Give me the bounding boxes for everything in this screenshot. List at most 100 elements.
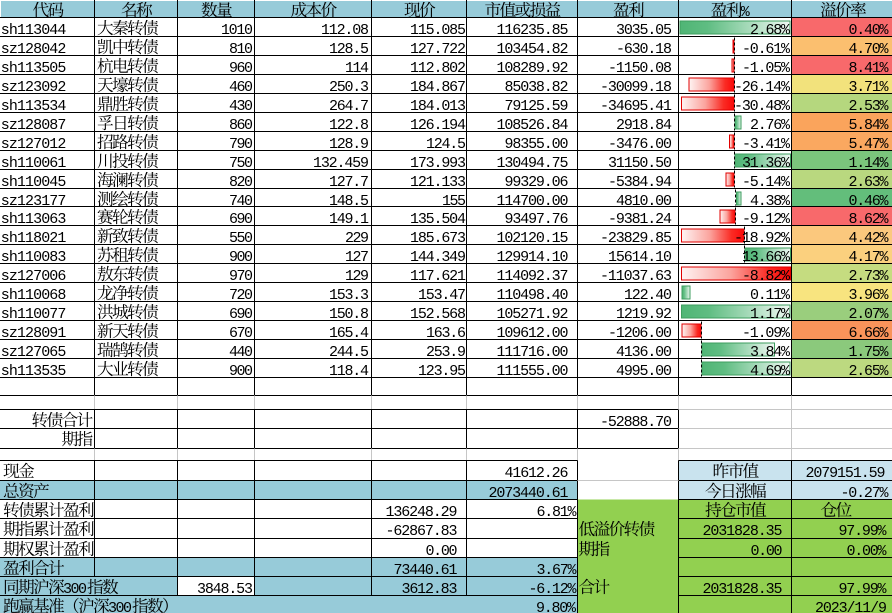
svg-text:740: 740 [229, 193, 253, 210]
svg-text:103454.82: 103454.82 [497, 41, 569, 58]
svg-text:790: 790 [229, 136, 253, 153]
svg-text:300: 300 [108, 600, 132, 613]
svg-text:0.40%: 0.40% [849, 22, 890, 39]
svg-text:2023/11/9: 2023/11/9 [815, 600, 887, 613]
svg-text:4136.00: 4136.00 [616, 344, 672, 361]
svg-text:sh113534: sh113534 [1, 98, 67, 115]
svg-text:2031828.35: 2031828.35 [703, 523, 783, 540]
svg-text:116235.85: 116235.85 [497, 22, 569, 39]
svg-text:-5.14%: -5.14% [742, 174, 791, 191]
svg-text:153.3: 153.3 [329, 287, 369, 304]
svg-text:128.5: 128.5 [329, 41, 369, 58]
svg-text:-9.12%: -9.12% [742, 211, 791, 228]
svg-text:820: 820 [229, 174, 253, 191]
svg-text:-3476.00: -3476.00 [608, 136, 672, 153]
svg-text:97.99%: 97.99% [839, 523, 888, 540]
svg-text:2.07%: 2.07% [849, 306, 890, 323]
svg-text:117.621: 117.621 [410, 268, 466, 285]
svg-text:8.41%: 8.41% [849, 60, 890, 77]
svg-text:-52888.70: -52888.70 [600, 414, 672, 431]
svg-text:3.96%: 3.96% [849, 287, 890, 304]
svg-text:244.5: 244.5 [329, 344, 369, 361]
svg-text:136248.29: 136248.29 [386, 504, 458, 521]
svg-text:sz128042: sz128042 [1, 41, 67, 58]
svg-text:0.00: 0.00 [426, 543, 458, 560]
svg-text:127.7: 127.7 [329, 174, 369, 191]
svg-text:115.085: 115.085 [410, 22, 466, 39]
svg-text:4.42%: 4.42% [849, 230, 890, 247]
svg-text:5.47%: 5.47% [849, 136, 890, 153]
svg-text:-8.82%: -8.82% [742, 268, 791, 285]
svg-text:-6.12%: -6.12% [529, 581, 578, 598]
svg-text:-30099.18: -30099.18 [600, 79, 672, 96]
svg-text:123.95: 123.95 [418, 363, 466, 380]
svg-text:690: 690 [229, 306, 253, 323]
svg-text:sh113505: sh113505 [1, 60, 67, 77]
svg-text:-5384.94: -5384.94 [608, 174, 672, 191]
svg-text:1.75%: 1.75% [849, 344, 890, 361]
svg-text:3612.83: 3612.83 [402, 581, 458, 598]
svg-text:2.73%: 2.73% [849, 268, 890, 285]
svg-text:128.9: 128.9 [329, 136, 369, 153]
svg-text:15614.10: 15614.10 [608, 249, 672, 266]
svg-text:sh118021: sh118021 [1, 230, 67, 247]
svg-text:114: 114 [345, 60, 369, 77]
svg-text:173.993: 173.993 [410, 155, 466, 172]
svg-text:97.99%: 97.99% [839, 581, 888, 598]
svg-text:sh113044: sh113044 [1, 22, 67, 39]
svg-text:3.84%: 3.84% [750, 344, 791, 361]
svg-text:1.17%: 1.17% [750, 306, 791, 323]
svg-text:-0.61%: -0.61% [742, 41, 791, 58]
svg-text:-1.05%: -1.05% [742, 60, 791, 77]
svg-text:126.194: 126.194 [410, 117, 466, 134]
svg-text:sh110068: sh110068 [1, 287, 67, 304]
svg-text:4.70%: 4.70% [849, 41, 890, 58]
svg-text:sz123092: sz123092 [1, 79, 67, 96]
svg-text:4.38%: 4.38% [750, 193, 791, 210]
svg-text:2.76%: 2.76% [750, 117, 791, 134]
svg-text:105271.92: 105271.92 [497, 306, 569, 323]
svg-text:41612.26: 41612.26 [505, 465, 569, 482]
svg-text:153.47: 153.47 [418, 287, 466, 304]
svg-text:sz127012: sz127012 [1, 136, 67, 153]
svg-text:sz128091: sz128091 [1, 325, 67, 342]
svg-text:114700.00: 114700.00 [497, 193, 569, 210]
svg-text:-18.92%: -18.92% [734, 230, 791, 247]
svg-text:121.133: 121.133 [410, 174, 466, 191]
svg-text:0.11%: 0.11% [750, 287, 791, 304]
svg-text:900: 900 [229, 363, 253, 380]
svg-text:0.46%: 0.46% [849, 193, 890, 210]
svg-text:79125.59: 79125.59 [505, 98, 569, 115]
svg-text:229: 229 [345, 230, 369, 247]
svg-text:0.00%: 0.00% [847, 543, 888, 560]
svg-text:4.17%: 4.17% [849, 249, 890, 266]
svg-text:129: 129 [345, 268, 369, 285]
svg-text:2073440.61: 2073440.61 [489, 485, 569, 502]
svg-text:sz127006: sz127006 [1, 268, 67, 285]
svg-text:440: 440 [229, 344, 253, 361]
svg-text:690: 690 [229, 211, 253, 228]
svg-text:2.53%: 2.53% [849, 98, 890, 115]
svg-text:111716.00: 111716.00 [497, 344, 569, 361]
svg-text:5.84%: 5.84% [849, 117, 890, 134]
svg-text:3848.53: 3848.53 [197, 581, 253, 598]
svg-text:150.8: 150.8 [329, 306, 369, 323]
svg-text:112.802: 112.802 [410, 60, 466, 77]
svg-text:-26.14%: -26.14% [734, 79, 791, 96]
svg-text:sh113535: sh113535 [1, 363, 67, 380]
svg-text:93497.76: 93497.76 [505, 211, 569, 228]
svg-text:860: 860 [229, 117, 253, 134]
svg-text:-630.18: -630.18 [616, 41, 672, 58]
svg-text:sh110077: sh110077 [1, 306, 67, 323]
svg-text:8.62%: 8.62% [849, 211, 890, 228]
svg-text:165.4: 165.4 [329, 325, 369, 342]
svg-text:127.722: 127.722 [410, 41, 466, 58]
svg-text:108289.92: 108289.92 [497, 60, 569, 77]
svg-text:152.568: 152.568 [410, 306, 466, 323]
svg-text:1010: 1010 [221, 22, 253, 39]
svg-text:2031828.35: 2031828.35 [703, 581, 783, 598]
svg-text:155: 155 [442, 193, 466, 210]
svg-text:132.459: 132.459 [313, 155, 369, 172]
svg-text:810: 810 [229, 41, 253, 58]
svg-text:2079151.59: 2079151.59 [806, 465, 886, 482]
